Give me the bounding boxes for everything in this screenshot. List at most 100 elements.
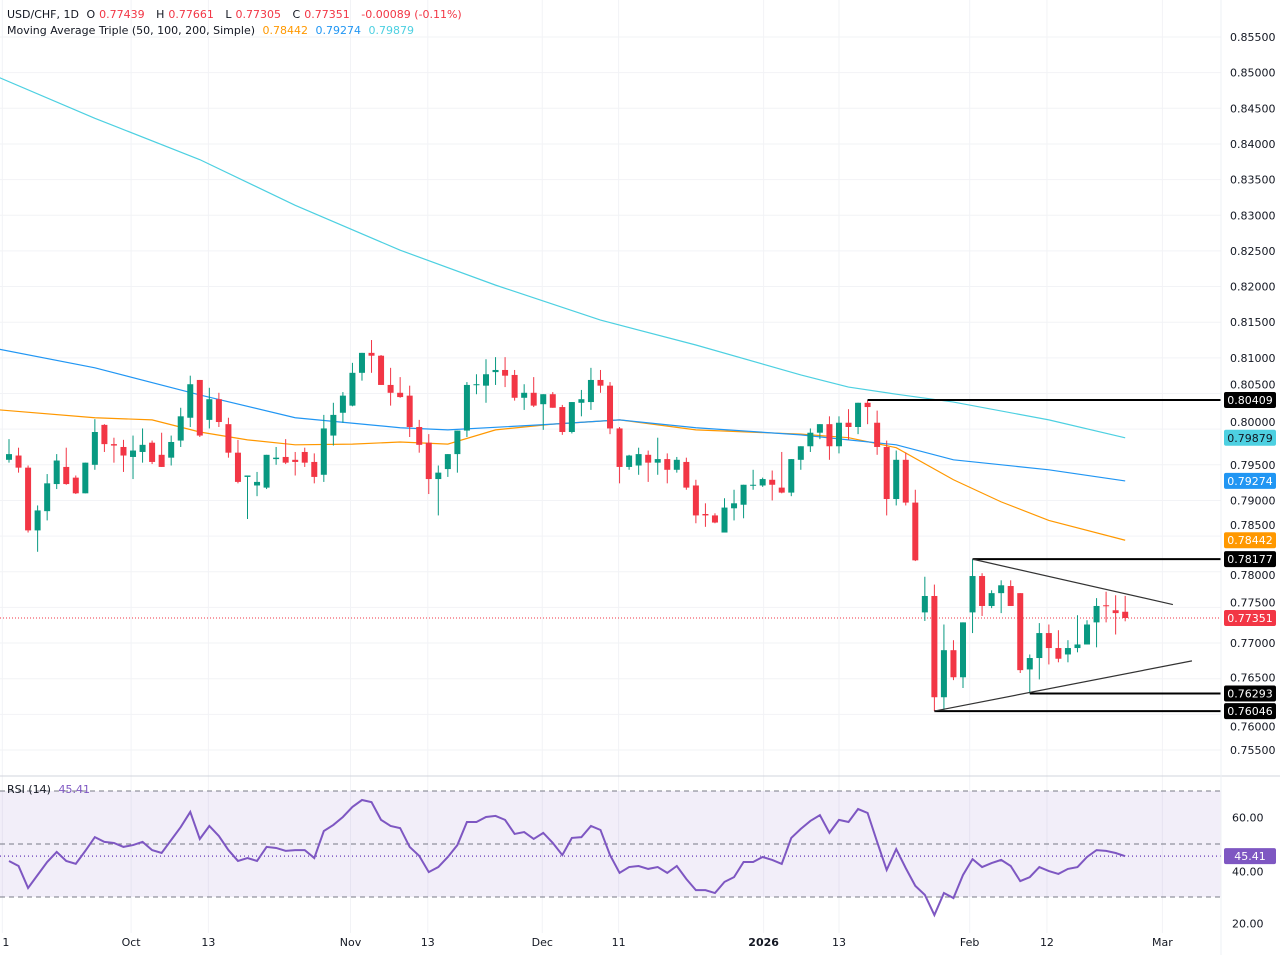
candle-down bbox=[368, 352, 375, 356]
candle-down bbox=[301, 451, 308, 463]
candle-up bbox=[788, 459, 795, 493]
rsi-tick-label: 40.00 bbox=[1232, 866, 1264, 879]
time-axis[interactable]: 1 Oct 13 Nov 13 Dec 11 2026 13 Feb 12 Mar bbox=[2, 936, 1173, 949]
candle-down bbox=[702, 513, 709, 516]
candle-down bbox=[502, 369, 509, 376]
candle-down bbox=[397, 392, 404, 398]
candle-up bbox=[635, 454, 642, 466]
candle-up bbox=[740, 484, 747, 505]
candle-down bbox=[950, 650, 957, 678]
candle-down bbox=[1122, 611, 1129, 619]
time-tick-label: 12 bbox=[1040, 936, 1054, 949]
candle-down bbox=[883, 446, 890, 500]
price-tick-label: 0.79500 bbox=[1230, 459, 1276, 472]
candle-up bbox=[254, 481, 261, 486]
candle-down bbox=[292, 459, 299, 462]
symbol-legend: USD/CHF, 1D O 0.77439 H 0.77661 L 0.77305 C… bbox=[7, 8, 466, 21]
candle-down bbox=[1112, 610, 1119, 614]
candle-down bbox=[683, 461, 690, 488]
rsi-last-badge: 45.41 bbox=[1234, 850, 1266, 863]
candle-up bbox=[626, 455, 633, 467]
candle-down bbox=[416, 427, 423, 445]
time-tick-label: 13 bbox=[421, 936, 435, 949]
rsi-tick-label: 60.00 bbox=[1232, 812, 1264, 825]
candle-up bbox=[969, 576, 976, 613]
price-tick-label: 0.79000 bbox=[1230, 494, 1276, 507]
trendline bbox=[934, 660, 1193, 712]
candle-down bbox=[874, 422, 881, 447]
rsi-line-group bbox=[8, 798, 1126, 918]
candle-down bbox=[692, 485, 699, 516]
candle-up bbox=[960, 622, 966, 678]
open-value: 0.77439 bbox=[99, 8, 145, 21]
candle-up bbox=[454, 430, 461, 455]
candle-up bbox=[1093, 605, 1100, 623]
candle-down bbox=[406, 395, 413, 428]
ma-line-100 bbox=[0, 348, 1126, 482]
low-value: 0.77305 bbox=[235, 8, 282, 21]
close-value: 0.77351 bbox=[304, 8, 350, 21]
price-tick-label: 0.75500 bbox=[1230, 744, 1276, 757]
candles bbox=[6, 340, 1129, 712]
time-tick-label: 2026 bbox=[748, 936, 779, 949]
price-tick-label: 0.82500 bbox=[1230, 245, 1276, 258]
ma50-value: 0.78442 bbox=[262, 24, 309, 37]
drawings[interactable] bbox=[867, 398, 1221, 713]
time-tick-label: Mar bbox=[1152, 936, 1173, 949]
candle-down bbox=[902, 459, 909, 503]
candle-down bbox=[149, 442, 156, 462]
candle-up bbox=[750, 484, 757, 486]
price-tick-label: 0.78500 bbox=[1230, 519, 1276, 532]
candle-up bbox=[330, 414, 337, 436]
ma50-badge-bg bbox=[1224, 532, 1276, 549]
candle-up bbox=[578, 399, 585, 403]
candle-down bbox=[311, 461, 318, 477]
change-value: -0.00089 (-0.11%) bbox=[361, 8, 462, 21]
candle-up bbox=[521, 392, 528, 398]
candle-up bbox=[587, 379, 594, 403]
price-tick-label: 0.77000 bbox=[1230, 637, 1276, 650]
price-tick-label: 0.85000 bbox=[1230, 67, 1276, 80]
candle-down bbox=[378, 355, 385, 385]
candle-down bbox=[511, 374, 518, 398]
candle-up bbox=[1084, 624, 1091, 645]
candle-down bbox=[1017, 593, 1024, 671]
candle-up bbox=[855, 402, 862, 428]
candle-up bbox=[473, 384, 480, 386]
ma-line-200 bbox=[0, 77, 1126, 439]
price-axis[interactable]: 0.85500 0.85000 0.84500 0.84000 0.83500 0.830… bbox=[1230, 31, 1276, 757]
candle-down bbox=[72, 477, 79, 494]
candle-down bbox=[225, 424, 232, 453]
candle-down bbox=[912, 502, 919, 561]
candle-up bbox=[721, 507, 728, 533]
candle-up bbox=[273, 457, 280, 460]
candle-up bbox=[177, 416, 184, 441]
candle-up bbox=[731, 503, 738, 509]
price-tick-label: 0.85500 bbox=[1230, 31, 1276, 44]
level-badge-bg bbox=[1224, 685, 1276, 702]
time-tick-label: Feb bbox=[960, 936, 979, 949]
candle-up bbox=[807, 432, 814, 447]
price-tick-label: 0.83000 bbox=[1230, 209, 1276, 222]
candle-down bbox=[158, 454, 165, 467]
time-tick-label: Nov bbox=[340, 936, 362, 949]
candle-up bbox=[168, 441, 175, 458]
candle-up bbox=[206, 399, 213, 420]
candle-up bbox=[187, 384, 194, 418]
time-tick-label: 1 bbox=[2, 936, 9, 949]
ma-indicator-label[interactable]: Moving Average Triple (50, 100, 200, Sim… bbox=[7, 24, 255, 37]
rsi-axis[interactable]: 60.00 40.00 20.00 bbox=[1232, 812, 1264, 931]
price-tick-label: 0.81500 bbox=[1230, 316, 1276, 329]
symbol-title[interactable]: USD/CHF, 1D bbox=[7, 8, 79, 21]
candle-down bbox=[234, 452, 241, 482]
candle-up bbox=[998, 585, 1005, 594]
candle-up bbox=[130, 450, 137, 457]
candle-up bbox=[358, 352, 365, 373]
candle-down bbox=[425, 442, 432, 480]
rsi-indicator-label[interactable]: RSI (14) bbox=[7, 783, 51, 796]
ma-legend: Moving Average Triple (50, 100, 200, Sim… bbox=[7, 24, 418, 37]
moving-averages bbox=[0, 77, 1221, 619]
candle-up bbox=[797, 446, 804, 460]
candle-down bbox=[15, 455, 22, 468]
